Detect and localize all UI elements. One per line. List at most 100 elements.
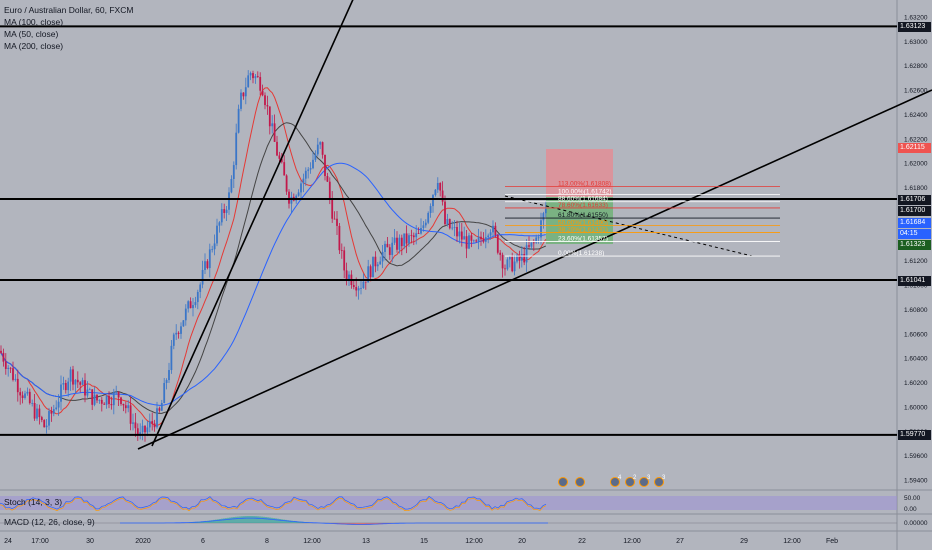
candle-body <box>28 391 31 404</box>
candle-body <box>62 383 65 385</box>
ma200-label[interactable]: MA (200, close) <box>4 41 64 51</box>
candle-body <box>314 154 317 160</box>
candle-body <box>304 170 307 179</box>
candle-body <box>38 408 41 418</box>
macd-label[interactable]: MACD (12, 26, close, 9) <box>4 517 95 527</box>
drawing-lines[interactable] <box>0 0 932 450</box>
event-badge-icon <box>639 477 649 487</box>
candle-body <box>300 183 302 193</box>
candle-body <box>537 237 540 239</box>
candle-body <box>67 381 70 391</box>
candle-body <box>172 334 175 346</box>
ma50-label[interactable]: MA (50, close) <box>4 29 59 39</box>
candle-body <box>184 308 187 321</box>
candle-body <box>398 237 401 250</box>
candle-body <box>192 305 194 309</box>
candle-body <box>511 256 514 272</box>
candle-body <box>43 420 46 428</box>
candle-body <box>48 411 50 426</box>
candle-body <box>379 261 382 265</box>
macd-pane <box>0 516 897 525</box>
candle-body <box>24 393 26 398</box>
candle-body <box>96 394 98 401</box>
event-badges[interactable]: 4 2 3 3 <box>558 475 667 487</box>
candle-body <box>134 422 137 429</box>
candle-body <box>532 242 535 244</box>
candle-body <box>525 245 528 263</box>
price-tick-label: 1.63200 <box>904 15 928 22</box>
time-tick-label: 12:00 <box>783 538 801 545</box>
candle-body <box>530 242 533 247</box>
candle-body <box>362 281 365 288</box>
stoch-label[interactable]: Stoch (14, 3, 3) <box>4 497 63 507</box>
candle-body <box>232 165 235 179</box>
candle-body <box>396 237 398 250</box>
candle-body <box>261 90 264 96</box>
candle-body <box>220 209 223 223</box>
price-tick-label: 1.63000 <box>904 39 928 46</box>
candle-body <box>489 232 492 236</box>
event-badge-icon <box>625 477 635 487</box>
candle-body <box>182 320 185 327</box>
candle-body <box>105 395 108 405</box>
price-tick-label: 1.61200 <box>904 258 928 265</box>
price-tick-label: 1.61000 <box>904 283 928 290</box>
event-badge-icon <box>558 477 568 487</box>
time-axis[interactable]: 24 17:00 30 2020 6 8 12:00 13 15 12:00 20 22 12:00 27… <box>4 538 838 545</box>
candle-body <box>268 106 271 127</box>
candle-body <box>148 421 151 428</box>
candle-body <box>307 169 310 171</box>
candle-body <box>333 218 336 220</box>
candle-body <box>168 370 170 381</box>
candle-body <box>223 209 226 213</box>
candle-body <box>108 395 110 405</box>
candle-body <box>465 236 468 249</box>
fib-level-label: 100.00%(1.61742) <box>558 189 612 196</box>
candle-body <box>516 254 518 262</box>
candle-body <box>40 417 43 421</box>
candle-body <box>165 380 168 383</box>
candle-body <box>374 256 377 267</box>
candle-body <box>129 405 132 424</box>
candle-body <box>136 428 139 435</box>
candle-body <box>247 75 250 88</box>
candle-body <box>84 380 86 396</box>
fib-retracement[interactable]: 113.00%(1.61808)100.00%(1.61742)88.60%(1… <box>505 181 780 257</box>
candle-body <box>72 369 74 385</box>
candle-body <box>216 225 218 244</box>
candle-body <box>470 235 473 241</box>
candle-body <box>367 266 370 283</box>
candle-body <box>112 392 115 406</box>
time-tick-label: 29 <box>740 538 748 545</box>
candle-body <box>158 408 161 411</box>
symbol-title[interactable]: Euro / Australian Dollar, 60, FXCM <box>4 5 134 15</box>
candle-body <box>199 284 202 292</box>
ma100-label[interactable]: MA (100, close) <box>4 17 64 27</box>
candle-body <box>81 380 84 385</box>
candle-body <box>225 209 228 213</box>
candlesticks <box>0 70 547 442</box>
price-tag-3: 1.61706 <box>898 195 931 205</box>
rising-trendline <box>137 89 932 450</box>
candle-body <box>376 264 379 267</box>
candle-body <box>218 222 221 226</box>
candle-body <box>100 399 103 404</box>
candle-body <box>266 105 269 107</box>
candle-body <box>458 231 461 237</box>
candle-body <box>276 141 278 156</box>
candle-body <box>19 392 22 396</box>
candle-body <box>271 123 274 127</box>
chart-legend: Euro / Australian Dollar, 60, FXCM MA (1… <box>4 4 133 52</box>
candle-body <box>463 236 466 240</box>
candle-body <box>122 403 125 406</box>
time-tick-label: 20 <box>518 538 526 545</box>
candle-body <box>256 76 259 78</box>
candle-body <box>237 108 240 133</box>
candle-body <box>273 123 276 142</box>
candle-body <box>412 235 415 238</box>
candle-body <box>393 237 396 243</box>
candle-body <box>244 87 247 97</box>
stoch-band <box>0 496 897 510</box>
candle-body <box>309 168 312 170</box>
